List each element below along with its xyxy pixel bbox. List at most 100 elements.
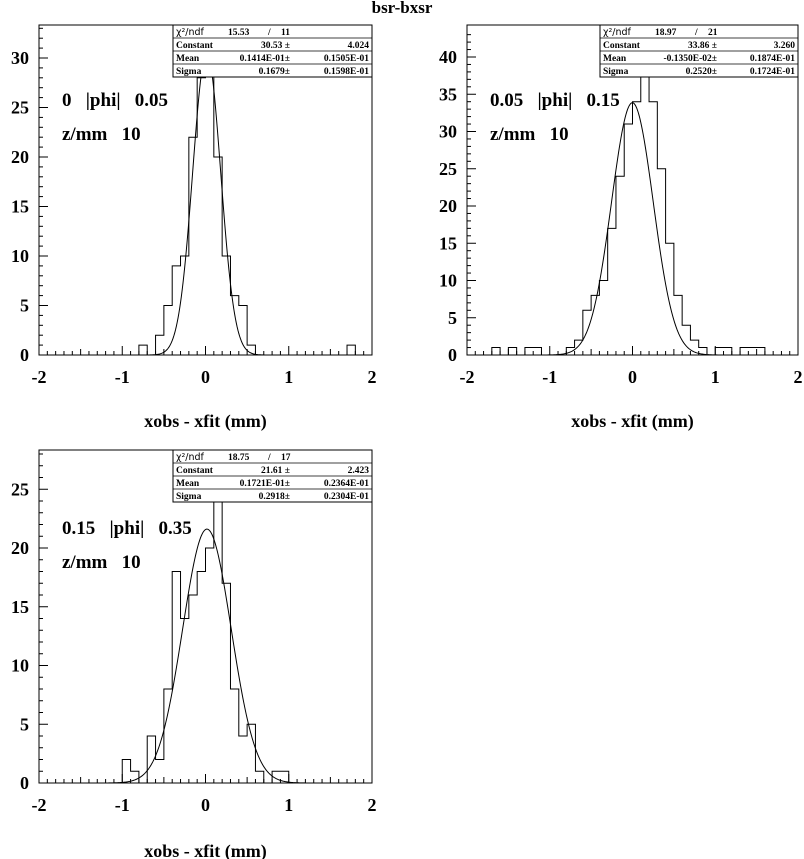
histogram-bin xyxy=(566,348,574,355)
histogram-bin xyxy=(740,348,748,355)
figure-title: bsr-bxsr xyxy=(371,0,433,17)
histogram-bin xyxy=(608,228,616,355)
panel-annotation: z/mm 10 xyxy=(62,124,141,145)
y-tick-label: 25 xyxy=(11,98,29,118)
stats-row-error: 0.1505E-01 xyxy=(324,54,369,64)
x-axis-label: xobs - xfit (mm) xyxy=(144,841,266,859)
stats-row-value: 0.2520± xyxy=(686,67,717,77)
histogram-bin xyxy=(197,572,205,784)
panel-annotation: z/mm 10 xyxy=(490,124,569,145)
panel-annotation: z/mm 10 xyxy=(62,552,141,573)
stats-chi2-sep: / xyxy=(267,28,271,38)
histogram-bin xyxy=(239,736,247,783)
stats-row-error: 2.423 xyxy=(348,466,370,476)
stats-ndf-value: 17 xyxy=(281,453,291,463)
stats-row-label: Mean xyxy=(176,479,200,489)
x-tick-label: 1 xyxy=(711,367,720,387)
stats-row-value: 0.1721E-01± xyxy=(240,479,290,489)
y-tick-label: 40 xyxy=(439,47,457,67)
y-tick-label: 15 xyxy=(439,233,457,253)
histogram-bin xyxy=(239,306,247,356)
y-tick-label: 20 xyxy=(11,147,29,167)
stats-row-error: 0.2304E-01 xyxy=(324,492,369,502)
histogram-bin xyxy=(682,325,690,355)
histogram-bin xyxy=(156,760,164,784)
histogram-bin xyxy=(181,619,189,784)
panel-annotation: 0.15 |phi| 0.35 xyxy=(62,518,192,539)
histogram-bin xyxy=(533,348,541,355)
histogram-bin xyxy=(599,281,607,356)
stats-row-error: 0.1598E-01 xyxy=(324,67,369,77)
x-tick-label: 1 xyxy=(284,795,293,815)
gaussian-fit-curve xyxy=(39,528,372,784)
y-tick-label: 35 xyxy=(439,84,457,104)
stats-row-value: 0.1414E-01± xyxy=(240,54,290,64)
y-tick-label: 30 xyxy=(11,48,29,68)
histogram-bin xyxy=(139,345,147,355)
stats-chi2-sep: / xyxy=(267,453,271,463)
y-tick-label: 25 xyxy=(439,159,457,179)
y-tick-label: 20 xyxy=(11,538,29,558)
histogram-bin xyxy=(230,296,238,355)
stats-row-error: 0.1874E-01 xyxy=(750,54,795,64)
panel-annotation: 0 |phi| 0.05 xyxy=(62,90,168,111)
y-tick-label: 25 xyxy=(11,479,29,499)
histogram-bin xyxy=(247,724,255,783)
fit-stats-box: χ²/ndf 18.97 / 21 Constant 33.86 ± 3.260 Mean -0… xyxy=(599,24,799,78)
y-tick-label: 0 xyxy=(20,773,29,793)
y-tick-label: 0 xyxy=(20,345,29,365)
y-tick-label: 10 xyxy=(11,656,29,676)
histogram-bin xyxy=(641,64,649,355)
stats-chi2-value: 18.75 xyxy=(228,453,250,463)
y-tick-label: 10 xyxy=(11,246,29,266)
histogram-bin xyxy=(347,345,355,355)
y-tick-label: 5 xyxy=(20,714,29,734)
y-tick-label: 5 xyxy=(20,296,29,316)
stats-chi2-label: χ²/ndf xyxy=(176,452,205,463)
y-tick-label: 15 xyxy=(11,197,29,217)
x-tick-label: 0 xyxy=(201,795,210,815)
histogram-bin xyxy=(649,102,657,355)
stats-row-value: 30.53 ± xyxy=(261,41,290,51)
histogram-bin xyxy=(666,243,674,355)
stats-row-label: Mean xyxy=(176,54,200,64)
stats-chi2-label: χ²/ndf xyxy=(176,27,205,38)
y-tick-label: 5 xyxy=(448,308,457,328)
stats-row-error: 4.024 xyxy=(348,41,370,51)
histogram-steps xyxy=(138,57,356,356)
histogram-bin xyxy=(624,124,632,355)
panel-annotation: 0.05 |phi| 0.15 xyxy=(490,90,620,111)
histogram-bin xyxy=(214,478,222,784)
y-tick-label: 15 xyxy=(11,597,29,617)
histogram-steps xyxy=(121,477,290,784)
histogram-bin xyxy=(156,335,164,355)
stats-row-value: 21.61 ± xyxy=(261,466,290,476)
x-tick-label: 2 xyxy=(794,367,803,387)
stats-row-label: Sigma xyxy=(176,67,202,77)
fit-stats-box: χ²/ndf 18.75 / 17 Constant 21.61 ± 2.423 Mean 0.… xyxy=(172,449,373,503)
histogram-bin xyxy=(715,348,723,355)
stats-chi2-sep: / xyxy=(694,28,698,38)
x-axis-label: xobs - xfit (mm) xyxy=(144,411,266,432)
histogram-bin xyxy=(206,58,214,355)
histogram-bin xyxy=(492,348,500,355)
stats-ndf-value: 11 xyxy=(281,28,290,38)
stats-row-error: 0.2364E-01 xyxy=(324,479,369,489)
stats-chi2-label: χ²/ndf xyxy=(603,27,632,38)
stats-row-value: 0.1679± xyxy=(259,67,290,77)
stats-row-value: 0.2918± xyxy=(259,492,290,502)
stats-row-label: Sigma xyxy=(176,492,202,502)
x-tick-label: -2 xyxy=(32,367,47,387)
histogram-bin xyxy=(633,102,641,355)
gaussian-fit-curve xyxy=(467,102,798,356)
histogram-bin xyxy=(748,348,756,355)
stats-row-value: 33.86 ± xyxy=(688,41,717,51)
x-tick-label: 1 xyxy=(284,367,293,387)
x-tick-label: -2 xyxy=(32,795,47,815)
histogram-bin xyxy=(172,572,180,784)
